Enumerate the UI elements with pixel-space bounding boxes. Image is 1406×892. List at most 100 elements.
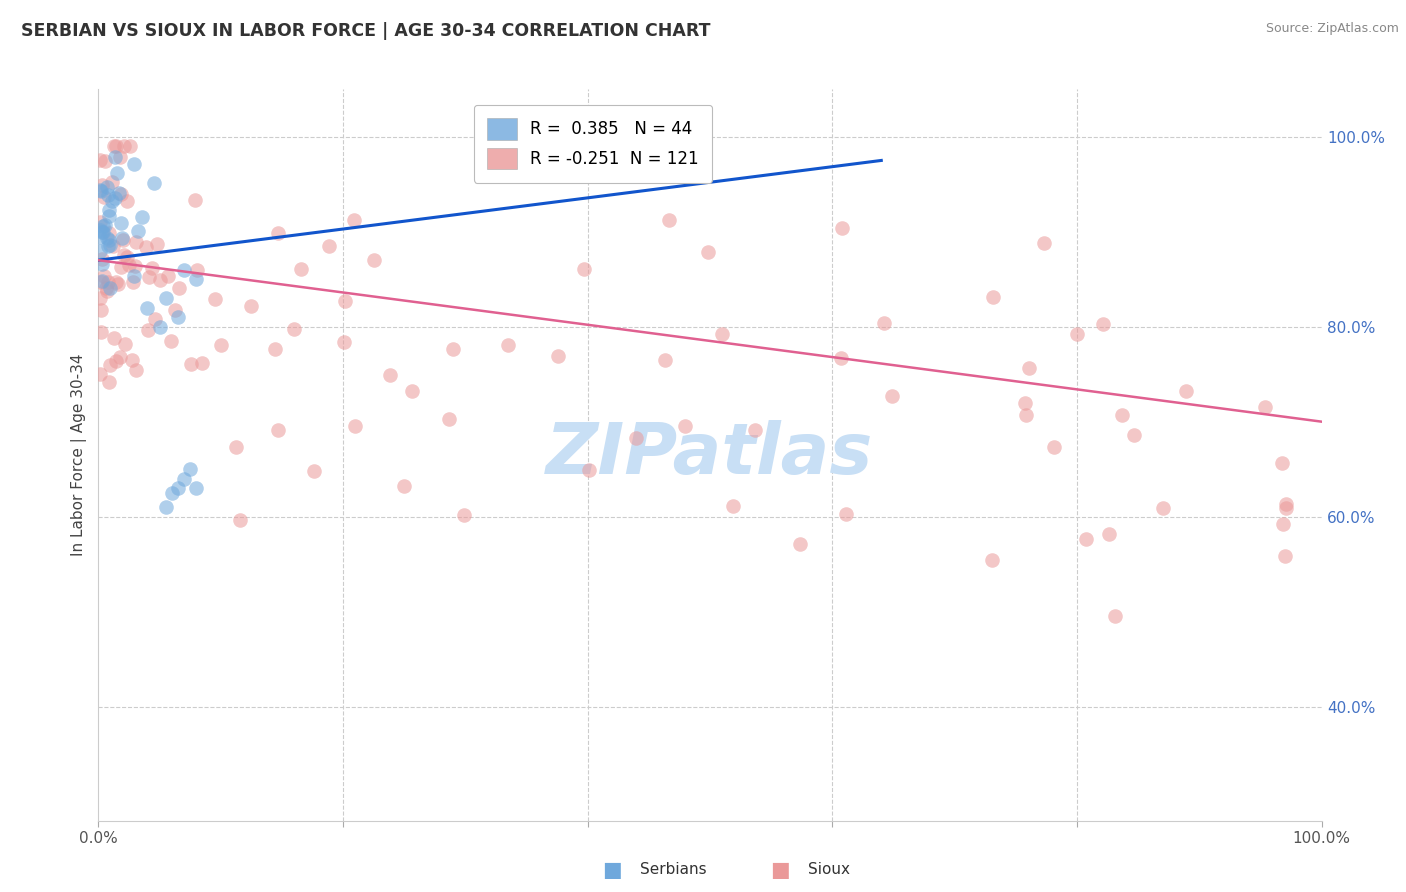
Point bbox=[184, 194, 207, 208]
Point bbox=[112, 139, 135, 153]
Point bbox=[1275, 501, 1298, 516]
Point bbox=[173, 472, 195, 486]
Point bbox=[89, 223, 111, 237]
Point bbox=[110, 260, 132, 274]
Point bbox=[89, 215, 111, 229]
Point bbox=[658, 213, 681, 227]
Point bbox=[179, 462, 201, 476]
Point bbox=[94, 281, 117, 295]
Point bbox=[98, 358, 121, 372]
Point bbox=[101, 176, 124, 190]
Point bbox=[96, 179, 118, 194]
Point bbox=[110, 187, 132, 202]
Point bbox=[333, 335, 356, 350]
Point bbox=[173, 262, 195, 277]
Point bbox=[1076, 532, 1098, 546]
Point bbox=[831, 220, 853, 235]
Point bbox=[264, 342, 287, 356]
Point bbox=[138, 270, 160, 285]
Point bbox=[1274, 549, 1296, 564]
Point bbox=[441, 342, 464, 356]
Point bbox=[97, 275, 120, 289]
Point bbox=[180, 357, 202, 371]
Point bbox=[127, 223, 149, 237]
Point bbox=[98, 226, 121, 240]
Point bbox=[240, 299, 263, 313]
Point bbox=[267, 423, 290, 437]
Point bbox=[167, 310, 190, 325]
Point bbox=[125, 363, 148, 377]
Point bbox=[90, 274, 112, 288]
Text: Serbians: Serbians bbox=[640, 863, 706, 877]
Point bbox=[91, 219, 114, 234]
Text: SERBIAN VS SIOUX IN LABOR FORCE | AGE 30-34 CORRELATION CHART: SERBIAN VS SIOUX IN LABOR FORCE | AGE 30… bbox=[21, 22, 710, 40]
Point bbox=[89, 153, 111, 168]
Y-axis label: In Labor Force | Age 30-34: In Labor Force | Age 30-34 bbox=[72, 353, 87, 557]
Point bbox=[90, 275, 112, 289]
Point bbox=[149, 319, 172, 334]
Point bbox=[1111, 408, 1133, 422]
Point bbox=[145, 236, 167, 251]
Point bbox=[93, 269, 115, 284]
Point bbox=[363, 253, 385, 268]
Point bbox=[122, 275, 145, 289]
Point bbox=[578, 462, 600, 476]
Point bbox=[333, 293, 356, 308]
Point bbox=[105, 354, 128, 368]
Point bbox=[96, 284, 118, 298]
Point bbox=[318, 238, 340, 252]
Point bbox=[122, 157, 145, 171]
Point bbox=[93, 225, 115, 239]
Legend: R =  0.385   N = 44, R = -0.251  N = 121: R = 0.385 N = 44, R = -0.251 N = 121 bbox=[474, 105, 713, 183]
Point bbox=[1014, 396, 1036, 410]
Point bbox=[104, 276, 127, 290]
Point bbox=[835, 508, 858, 522]
Point bbox=[121, 352, 143, 367]
Point bbox=[115, 194, 138, 208]
Point bbox=[117, 250, 139, 264]
Point bbox=[91, 252, 114, 267]
Point bbox=[392, 479, 416, 493]
Point bbox=[107, 186, 129, 200]
Point bbox=[89, 183, 111, 197]
Point bbox=[209, 338, 232, 352]
Point bbox=[1098, 527, 1121, 541]
Point bbox=[1092, 317, 1115, 331]
Point bbox=[105, 166, 128, 180]
Point bbox=[90, 303, 112, 318]
Point bbox=[143, 311, 166, 326]
Point bbox=[103, 239, 125, 253]
Point bbox=[165, 303, 187, 318]
Point bbox=[89, 230, 111, 244]
Point bbox=[138, 323, 160, 337]
Point bbox=[98, 238, 121, 252]
Point bbox=[114, 337, 136, 351]
Point bbox=[149, 273, 172, 287]
Point bbox=[135, 239, 157, 253]
Point bbox=[626, 431, 648, 445]
Text: ■: ■ bbox=[770, 860, 790, 880]
Point bbox=[572, 261, 595, 276]
Text: ZIPatlas: ZIPatlas bbox=[547, 420, 873, 490]
Point bbox=[110, 216, 132, 230]
Point bbox=[105, 139, 128, 153]
Point bbox=[1152, 501, 1174, 516]
Point bbox=[167, 481, 190, 495]
Point bbox=[103, 139, 125, 153]
Point bbox=[141, 260, 163, 275]
Point bbox=[830, 351, 852, 365]
Point bbox=[97, 187, 120, 202]
Point bbox=[91, 225, 114, 239]
Point bbox=[97, 239, 120, 253]
Point bbox=[380, 368, 402, 382]
Point bbox=[89, 367, 111, 381]
Point bbox=[97, 202, 120, 217]
Point bbox=[89, 244, 111, 258]
Point bbox=[873, 316, 896, 330]
Point bbox=[290, 262, 312, 277]
Point bbox=[981, 553, 1004, 567]
Point bbox=[1175, 384, 1198, 399]
Point bbox=[160, 486, 183, 500]
Point bbox=[98, 281, 121, 295]
Point bbox=[283, 322, 305, 336]
